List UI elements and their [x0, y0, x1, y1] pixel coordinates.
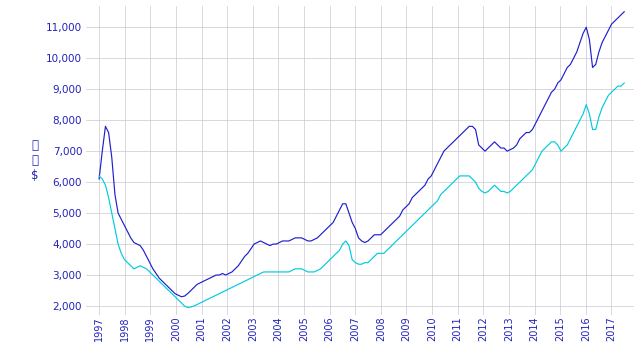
Y-axis label: 咎
價
$: 咎 價 $ [31, 139, 38, 182]
